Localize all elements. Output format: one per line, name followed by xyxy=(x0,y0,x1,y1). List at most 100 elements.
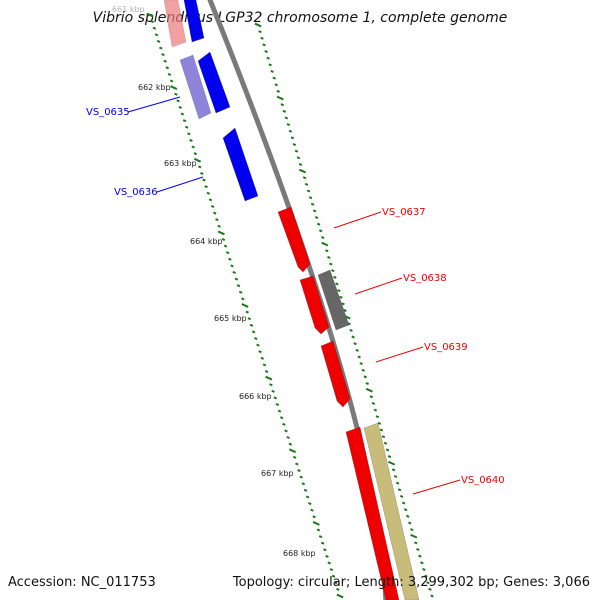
scale-tick xyxy=(320,235,325,239)
scale-tick xyxy=(403,508,408,512)
scale-tick xyxy=(399,494,404,498)
scale-tick xyxy=(430,594,434,598)
scale-tick xyxy=(323,548,327,552)
gene-feature-vs-0635[interactable] xyxy=(197,51,231,114)
scale-tick xyxy=(316,528,321,532)
scale-tick xyxy=(331,574,336,578)
scale-tick xyxy=(254,336,258,341)
gene-feature-partial[interactable] xyxy=(183,0,205,43)
scale-tick xyxy=(169,79,174,83)
scale-tick xyxy=(369,395,374,399)
scale-tick xyxy=(308,196,313,200)
scale-tick xyxy=(275,403,280,407)
scale-tick xyxy=(241,303,249,308)
scale-tick xyxy=(371,401,376,405)
scale-tick xyxy=(251,330,256,334)
gene-label-text[interactable]: VS_0637 xyxy=(382,207,426,218)
gene-feature-vs-0640-other[interactable] xyxy=(363,422,420,600)
scale-tick xyxy=(286,123,291,127)
gene-label-vs-0638[interactable]: VS_0638 xyxy=(354,273,447,295)
scale-tick xyxy=(274,83,278,87)
gene-leader-line xyxy=(156,176,204,193)
gene-label-vs-0635[interactable]: VS_0635 xyxy=(86,96,181,118)
gene-leader-line xyxy=(333,211,382,229)
scale-tick xyxy=(241,297,245,301)
scale-tick xyxy=(265,375,273,381)
gene-feature-vs-0636[interactable] xyxy=(222,127,259,202)
scale-tick xyxy=(292,142,297,147)
scale-tick xyxy=(284,116,289,120)
scale-tick xyxy=(159,46,163,50)
scale-tick xyxy=(150,20,154,24)
scale-tick xyxy=(308,502,312,506)
scale-tick xyxy=(420,561,424,565)
scale-tick xyxy=(245,310,249,314)
scale-tick xyxy=(210,204,215,208)
gene-label-vs-0637[interactable]: VS_0637 xyxy=(333,207,426,229)
gene-feature-vs-0638[interactable] xyxy=(299,275,330,335)
scale-tick xyxy=(341,302,345,306)
gene-label-text[interactable]: VS_0638 xyxy=(403,273,447,284)
gene-feature-vs-0637[interactable] xyxy=(277,206,311,273)
scale-tick xyxy=(200,171,204,175)
scale-tick xyxy=(230,264,234,268)
scale-tick xyxy=(174,92,178,96)
accession-label: Accession: NC_011753 xyxy=(8,575,156,590)
scale-label: 664 kbp xyxy=(190,237,223,246)
scale-tick xyxy=(191,145,195,149)
gene-leader-line xyxy=(412,479,461,495)
scale-tick xyxy=(301,482,306,486)
scale-tick xyxy=(395,481,400,485)
gene-label-vs-0639[interactable]: VS_0639 xyxy=(375,342,468,363)
scale-tick xyxy=(312,209,317,213)
scale-tick xyxy=(286,436,290,440)
gene-label-text[interactable]: VS_0636 xyxy=(114,187,158,198)
scale-tick xyxy=(193,152,198,156)
scale-tick xyxy=(276,89,280,93)
gene-label-text[interactable]: VS_0635 xyxy=(86,107,130,118)
scale-labels: 661 kbp 662 kbp 663 kbp 664 kbp 665 kbp 666 k… xyxy=(112,5,316,558)
scale-tick xyxy=(331,269,335,273)
scale-tick xyxy=(426,581,430,585)
scale-tick xyxy=(318,229,323,233)
scale-tick xyxy=(290,136,295,140)
scale-tick xyxy=(306,189,311,193)
gene-labels[interactable]: VS_0635 VS_0636 VS_0637 VS_0638 VS_0639 VS_06… xyxy=(86,96,505,495)
scale-label: 665 kbp xyxy=(214,314,247,323)
scale-tick xyxy=(299,475,303,479)
scale-tick xyxy=(269,383,273,387)
scale-tick xyxy=(193,157,202,163)
scale-tick xyxy=(234,277,239,281)
gene-feature-vs-0635-faded[interactable] xyxy=(179,54,212,120)
scale-tick xyxy=(284,429,288,433)
scale-tick xyxy=(276,95,284,101)
scale-tick xyxy=(375,415,380,419)
scale-tick xyxy=(288,129,293,133)
scale-tick xyxy=(262,43,266,47)
scale-label: 663 kbp xyxy=(164,159,197,168)
gene-feature-vs-0640[interactable] xyxy=(345,426,400,600)
scale-tick xyxy=(221,237,226,241)
gene-label-vs-0640[interactable]: VS_0640 xyxy=(412,475,505,495)
scale-ticks-right xyxy=(254,22,434,598)
scale-tick xyxy=(318,535,323,539)
scale-tick xyxy=(391,468,396,472)
scale-tick xyxy=(314,216,319,220)
scale-tick xyxy=(180,112,185,116)
scale-tick xyxy=(351,335,355,339)
gene-label-text[interactable]: VS_0639 xyxy=(424,342,468,353)
gene-features[interactable] xyxy=(163,0,420,600)
scale-tick xyxy=(310,202,315,206)
gene-label-text[interactable]: VS_0640 xyxy=(461,475,505,486)
scale-tick xyxy=(343,308,347,313)
gene-feature-vs-0639[interactable] xyxy=(320,340,351,408)
scale-tick xyxy=(335,282,339,286)
scale-tick xyxy=(363,375,367,379)
gene-feature-vs-0638-other[interactable] xyxy=(317,269,350,331)
gene-feature-partial[interactable] xyxy=(163,0,187,48)
scale-tick xyxy=(282,109,287,113)
gene-label-vs-0636[interactable]: VS_0636 xyxy=(114,176,204,198)
scale-tick xyxy=(298,162,303,166)
scale-tick xyxy=(228,257,232,261)
